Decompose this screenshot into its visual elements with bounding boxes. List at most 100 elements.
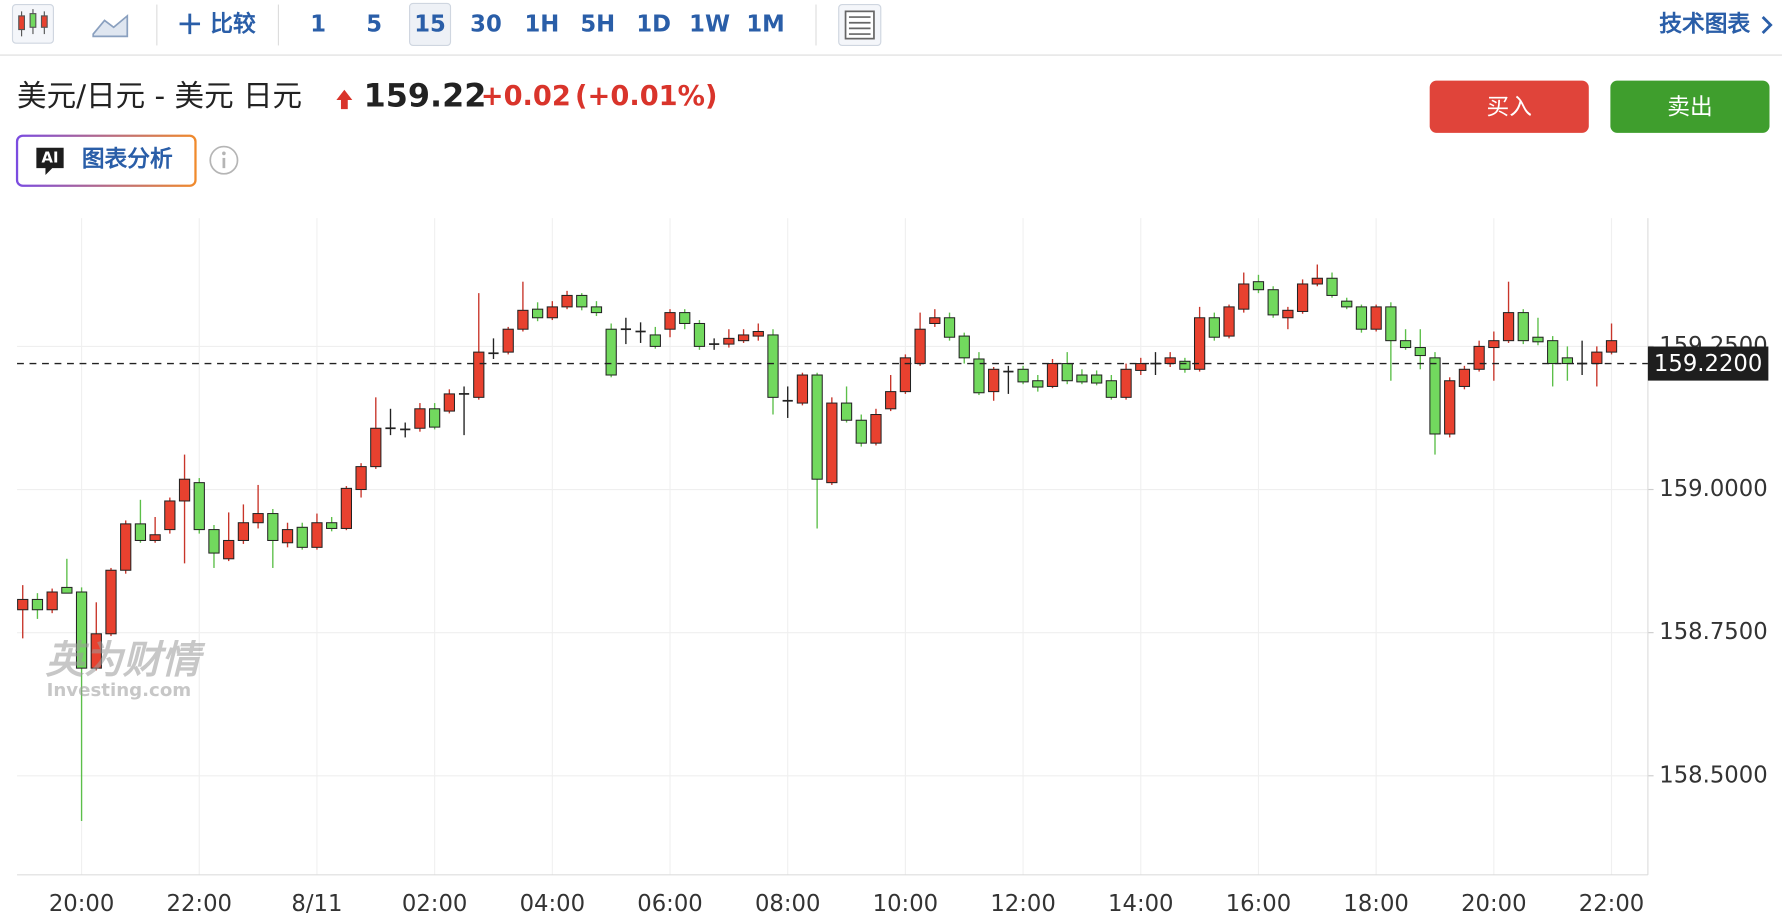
candle-body	[796, 374, 809, 404]
interval-button[interactable]: 15	[409, 2, 452, 47]
interval-button[interactable]: 1H	[524, 11, 559, 37]
line-icon	[92, 14, 129, 38]
candle-body	[267, 513, 279, 541]
candle-body	[1208, 317, 1220, 338]
candle-body	[1179, 360, 1191, 370]
candle-body	[75, 591, 88, 669]
candle-body	[164, 500, 176, 531]
instrument-header: 美元/日元 - 美元 日元 159.22 +0.02 (+0.01%)	[17, 77, 717, 115]
interval-button[interactable]: 5H	[580, 11, 615, 37]
candle-body	[1591, 351, 1603, 365]
candle-body	[1267, 289, 1279, 316]
candle-body	[340, 487, 352, 529]
candle-body	[1341, 300, 1353, 308]
compare-button[interactable]: 比较	[179, 10, 256, 37]
tech-chart-link[interactable]: 技术图表	[1659, 11, 1773, 37]
candle-body	[605, 328, 617, 376]
candle-body	[1238, 283, 1250, 310]
candle-body	[826, 402, 838, 484]
interval-button[interactable]: 1D	[636, 11, 671, 37]
candle-body	[414, 408, 426, 429]
candle-body	[443, 393, 455, 412]
candle-body	[1458, 368, 1471, 387]
candle-body	[1414, 347, 1426, 357]
y-tick-label: 158.7500	[1659, 619, 1767, 645]
candle-body	[429, 408, 441, 428]
candle-body	[17, 598, 29, 611]
instrument-title: 美元/日元 - 美元 日元	[17, 79, 302, 113]
candle-body	[988, 368, 1000, 393]
ai-badge-bg	[36, 147, 64, 175]
interval-button[interactable]: 1M	[746, 11, 784, 37]
interval-button[interactable]: 1	[310, 11, 326, 37]
candle-body	[149, 534, 161, 541]
candle-body	[1429, 357, 1441, 435]
current-price-label: 159.2200	[1654, 351, 1762, 377]
sell-button[interactable]: 卖出	[1610, 80, 1770, 133]
candle-icon	[18, 9, 48, 37]
layout-button[interactable]	[838, 3, 882, 47]
price-change-pct: (+0.01%)	[575, 81, 717, 112]
interval-label: 5H	[580, 11, 615, 37]
info-icon[interactable]	[209, 145, 239, 175]
y-tick-label: 159.0000	[1659, 476, 1767, 502]
candle-body	[326, 522, 338, 529]
ai-badge: AI	[42, 149, 59, 166]
x-tick-label: 06:00	[637, 891, 702, 917]
x-tick-label: 20:00	[1461, 891, 1526, 917]
candle-body	[1223, 306, 1235, 337]
candle-body	[1385, 306, 1397, 342]
line-view-button[interactable]	[88, 4, 132, 44]
candle-body	[61, 586, 73, 594]
candle-body	[370, 427, 382, 468]
candle-body	[1105, 380, 1117, 398]
x-tick-label: 22:00	[1579, 891, 1644, 917]
ai-label: 图表分析	[82, 147, 173, 173]
candle-body	[193, 482, 205, 531]
candle-body	[473, 351, 485, 398]
candle-body	[664, 312, 676, 330]
interval-button[interactable]: 5	[366, 11, 382, 37]
x-tick-label: 02:00	[402, 891, 467, 917]
candle-body	[767, 334, 779, 398]
buy-label: 买入	[1487, 94, 1532, 120]
buy-button[interactable]: 买入	[1429, 80, 1589, 133]
candle-body	[1399, 340, 1412, 349]
watermark-en: Investing.com	[47, 680, 192, 701]
interval-label: 15	[414, 11, 446, 37]
candle-body	[546, 306, 558, 319]
candle-body	[1282, 309, 1294, 319]
candle-body	[1091, 374, 1103, 384]
candle-body	[1252, 281, 1265, 291]
candle-body	[178, 478, 191, 502]
toolbar: 比较 1 5 15 30 1H 5H 1D 1W 1M 技术图表	[0, 2, 1782, 56]
candle-body	[531, 308, 544, 319]
candle-body	[1311, 277, 1323, 285]
candle-body	[840, 402, 853, 421]
candle-body	[943, 317, 956, 338]
candle-body	[1061, 363, 1073, 382]
candle-body	[855, 419, 867, 444]
candle-body	[899, 357, 912, 393]
x-tick-label: 8/11	[291, 891, 342, 917]
interval-button[interactable]: 30	[470, 11, 502, 37]
watermark: 英为财情 Investing.com	[45, 638, 205, 701]
candle-body	[1135, 363, 1147, 371]
watermark-cn: 英为财情	[45, 638, 205, 683]
layout-icon-lines	[848, 16, 871, 35]
interval-button[interactable]: 1W	[689, 11, 730, 37]
candle-body	[885, 391, 897, 410]
candle-body	[134, 523, 147, 541]
last-price: 159.22	[364, 77, 487, 115]
x-tick-label: 14:00	[1108, 891, 1173, 917]
candle-body	[1532, 336, 1544, 343]
x-tick-label: 08:00	[755, 891, 820, 917]
candle-body	[1296, 283, 1309, 312]
ai-analysis-button[interactable]: AI 图表分析	[15, 134, 197, 187]
candle-body	[693, 322, 706, 347]
price-change: +0.02	[481, 81, 571, 112]
candle-body	[1502, 312, 1515, 342]
chart: 20:00 22:00 8/11 02:00 04:00 06:00 08:00 10:00 1…	[17, 218, 1769, 917]
